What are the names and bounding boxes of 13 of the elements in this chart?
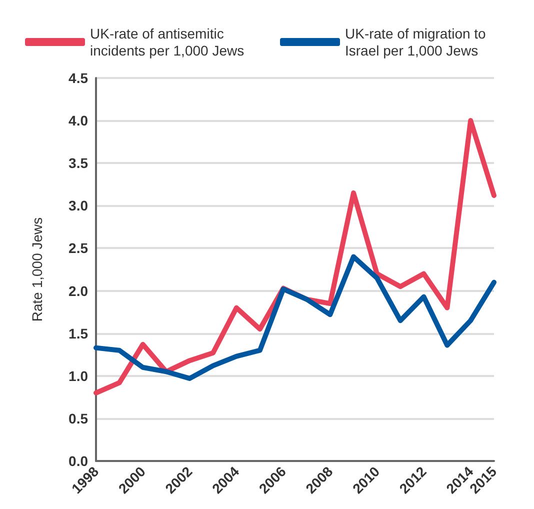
y-tick-label: 4.5 [68, 70, 88, 86]
y-tick-label: 1.5 [68, 325, 88, 342]
legend-label: UK-rate of migration to Israel per 1,000 Jews [345, 26, 490, 58]
y-tick-label: 3.0 [68, 198, 88, 214]
y-axis-title: Rate 1,000 Jews [29, 217, 45, 322]
y-tick-label: 0.0 [68, 453, 88, 469]
y-tick-label: 4.0 [68, 112, 88, 129]
y-tick-label: 1.0 [68, 368, 88, 384]
y-tick-label: 0.5 [68, 410, 88, 426]
legend-label: UK-rate of antisemitic incidents per 1,000 Jews [90, 26, 244, 58]
y-tick-label: 2.0 [68, 282, 88, 299]
y-tick-label: 3.5 [68, 155, 88, 172]
y-tick-label: 2.5 [68, 240, 88, 256]
